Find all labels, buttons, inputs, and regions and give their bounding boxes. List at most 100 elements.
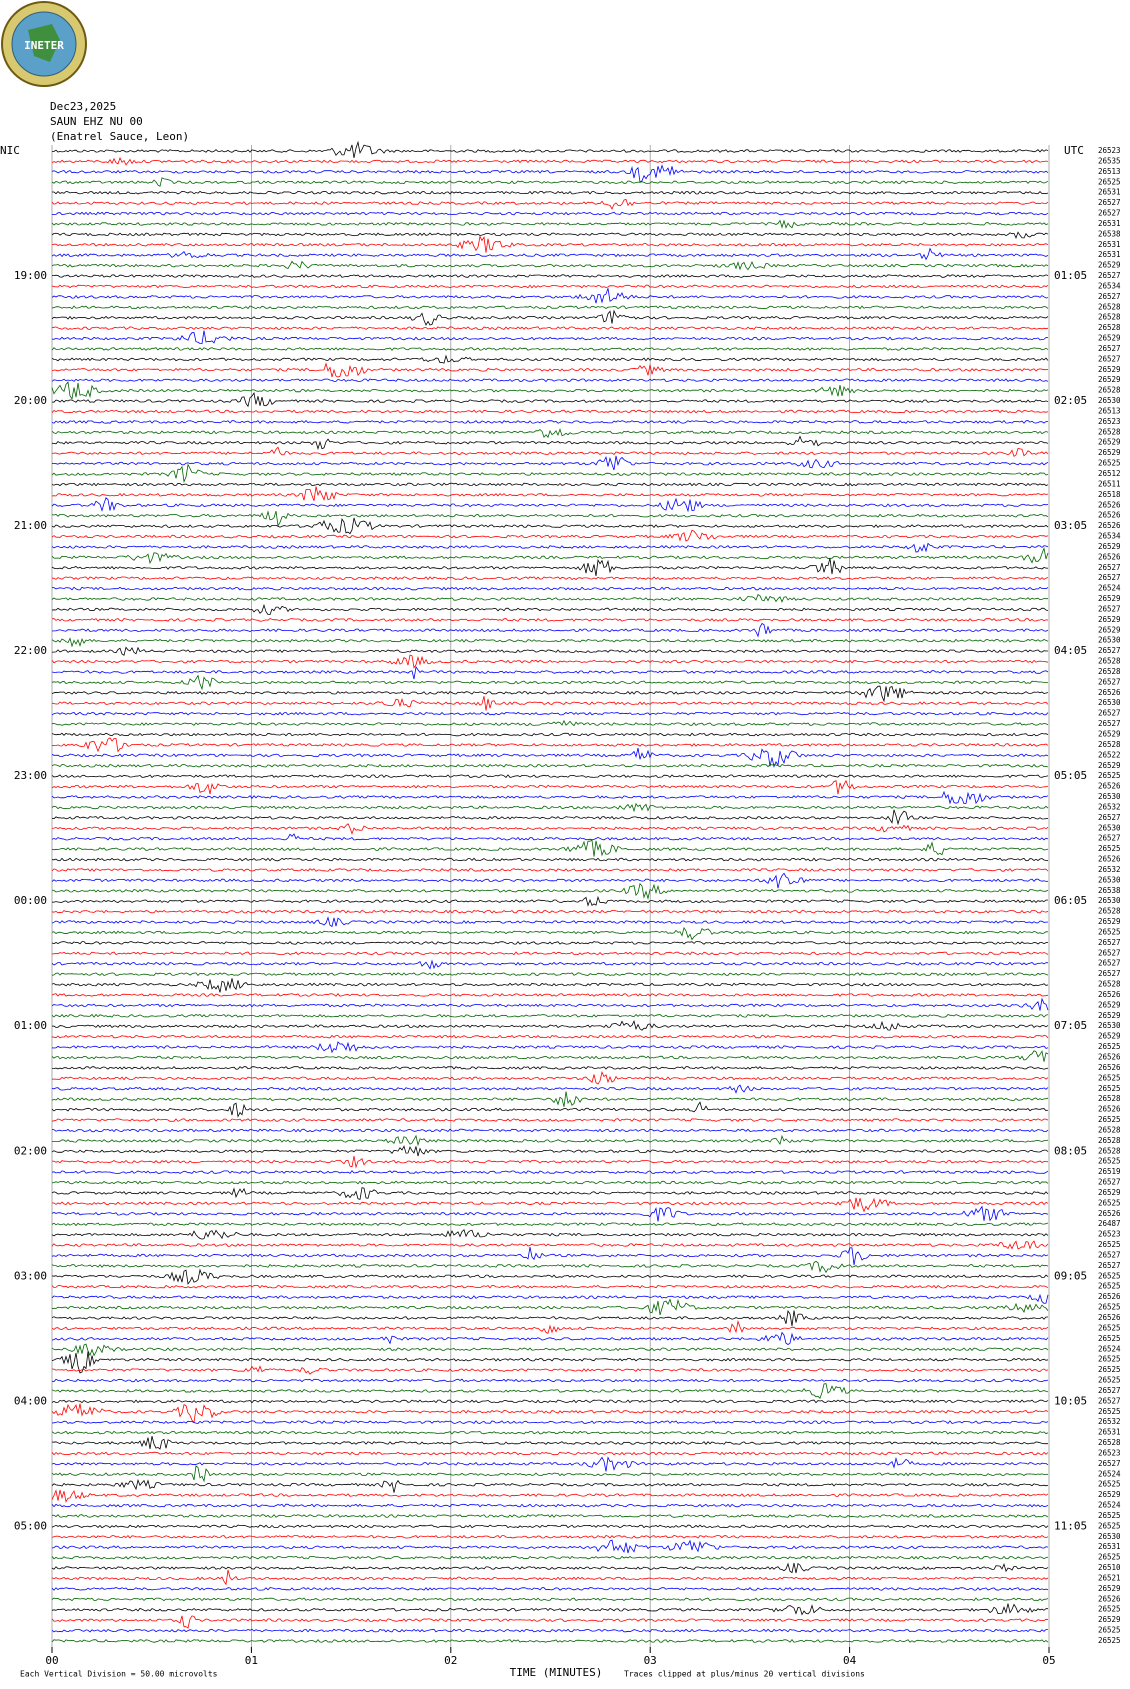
- trace-count: 26527: [1098, 604, 1121, 613]
- trace: [51, 951, 1049, 956]
- trace: [51, 428, 1049, 439]
- trace: [51, 802, 1049, 813]
- trace: [51, 665, 1049, 680]
- trace: [51, 617, 1049, 622]
- right-time-label: 05:05: [1054, 769, 1087, 782]
- trace-count: 26534: [1098, 532, 1121, 541]
- trace: [51, 1628, 1048, 1633]
- trace-count: 26524: [1098, 584, 1121, 593]
- trace-count: 26527: [1098, 563, 1121, 572]
- trace: [51, 622, 1049, 638]
- trace: [51, 1247, 1049, 1266]
- trace-count: 26510: [1098, 1563, 1121, 1572]
- trace: [51, 362, 1049, 378]
- trace: [51, 231, 1049, 239]
- trace: [51, 1555, 1049, 1560]
- x-tick-label: 02: [444, 1654, 457, 1667]
- trace: [51, 926, 1049, 941]
- trace: [51, 247, 1049, 261]
- trace: [51, 546, 1049, 565]
- trace-count: 26534: [1098, 281, 1121, 290]
- trace: [51, 790, 1049, 805]
- trace: [51, 1403, 1049, 1424]
- trace: [51, 463, 1049, 484]
- trace-count: 26529: [1098, 438, 1121, 447]
- trace: [51, 1597, 1049, 1602]
- trace-count: 26525: [1098, 1480, 1121, 1489]
- trace-count: 26528: [1098, 980, 1121, 989]
- trace-count: 26528: [1098, 907, 1121, 916]
- trace-count: 26528: [1098, 302, 1121, 311]
- trace-count: 26527: [1098, 573, 1121, 582]
- trace: [51, 1066, 1049, 1070]
- trace: [51, 763, 1049, 768]
- scale-note: Each Vertical Division = 50.00 microvolt…: [20, 1670, 218, 1679]
- x-tick-label: 00: [45, 1654, 58, 1667]
- trace: [51, 1430, 1049, 1435]
- trace: [51, 1319, 1049, 1334]
- x-tick-label: 01: [245, 1654, 258, 1667]
- trace-count: 26529: [1098, 261, 1121, 270]
- right-time-label: 07:05: [1054, 1019, 1087, 1032]
- trace-count: 26530: [1098, 792, 1121, 801]
- trace: [51, 1170, 1049, 1174]
- logo-text: INETER: [24, 39, 64, 52]
- trace: [51, 997, 1049, 1011]
- trace: [51, 1587, 1049, 1591]
- trace-count: 26532: [1098, 1417, 1121, 1426]
- trace: [51, 1187, 1049, 1200]
- trace-count: 26525: [1098, 1323, 1121, 1332]
- left-time-label: 03:00: [14, 1269, 47, 1282]
- trace-count: 26528: [1098, 740, 1121, 749]
- trace-count: 26527: [1098, 1250, 1121, 1259]
- trace-count: 26527: [1098, 677, 1121, 686]
- trace: [51, 857, 1049, 862]
- trace-count: 26525: [1098, 927, 1121, 936]
- trace: [51, 839, 1049, 857]
- trace: [51, 1331, 1049, 1345]
- trace-count: 26530: [1098, 1021, 1121, 1030]
- trace-count: 26531: [1098, 1542, 1121, 1551]
- trace: [51, 637, 1049, 648]
- right-time-label: 09:05: [1054, 1269, 1087, 1282]
- trace: [51, 1284, 1049, 1289]
- trace: [51, 1503, 1049, 1508]
- trace: [51, 455, 1049, 471]
- trace: [51, 972, 1049, 976]
- trace-count: 26526: [1098, 688, 1121, 697]
- left-time-label: 21:00: [14, 519, 47, 532]
- trace-count: 26529: [1098, 448, 1121, 457]
- trace-count: 26527: [1098, 1396, 1121, 1405]
- trace-count: 26529: [1098, 761, 1121, 770]
- trace: [51, 1180, 1049, 1185]
- x-tick-label: 03: [644, 1654, 657, 1667]
- trace-count: 26525: [1098, 1365, 1121, 1374]
- trace-count: 26525: [1098, 1636, 1121, 1645]
- trace: [51, 354, 1049, 364]
- trace-count: 26532: [1098, 865, 1121, 874]
- trace: [51, 1205, 1049, 1222]
- trace-count: 26531: [1098, 250, 1121, 259]
- trace: [51, 809, 1049, 826]
- trace-count: 26527: [1098, 198, 1121, 207]
- trace-count: 26526: [1098, 990, 1121, 999]
- trace-count: 26526: [1098, 1063, 1121, 1072]
- trace-count: 26526: [1098, 1209, 1121, 1218]
- trace: [51, 1451, 1049, 1456]
- trace: [51, 941, 1049, 945]
- right-time-label: 02:05: [1054, 394, 1087, 407]
- trace: [51, 1569, 1049, 1586]
- trace-count: 26527: [1098, 209, 1121, 218]
- trace: [51, 347, 1049, 351]
- x-axis-label: TIME (MINUTES): [510, 1666, 603, 1679]
- trace: [51, 747, 1049, 768]
- trace-count: 26525: [1098, 1240, 1121, 1249]
- trace: [51, 517, 1049, 535]
- trace-count: 26527: [1098, 719, 1121, 728]
- trace-count: 26529: [1098, 1032, 1121, 1041]
- trace: [51, 1128, 1049, 1133]
- trace: [51, 779, 1049, 795]
- trace: [51, 1615, 1049, 1629]
- trace-count: 26527: [1098, 938, 1121, 947]
